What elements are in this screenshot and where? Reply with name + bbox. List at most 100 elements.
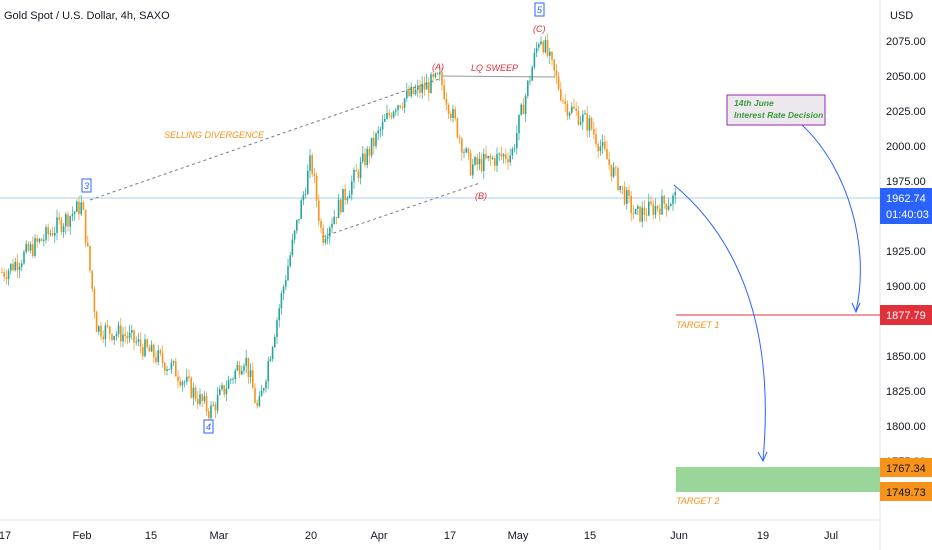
candle-body <box>23 252 25 264</box>
candle-body <box>608 159 610 165</box>
candle-body <box>474 157 476 165</box>
candle-body <box>595 134 597 145</box>
candle-body <box>214 404 217 411</box>
candle-body <box>212 404 214 406</box>
price-tick-label: 1900.00 <box>886 281 926 293</box>
candle-body <box>278 308 280 321</box>
divergence-upper-line <box>89 77 443 201</box>
candle-body <box>258 396 261 406</box>
candle-body <box>183 381 186 383</box>
candle-body <box>159 350 162 354</box>
candle-body <box>377 130 379 134</box>
rate-decision-note-box[interactable] <box>726 94 826 126</box>
candle-body <box>485 153 487 159</box>
candle-body <box>615 167 617 169</box>
candle-body <box>577 110 580 125</box>
candle-body <box>650 201 652 205</box>
candle-body <box>566 103 569 116</box>
candle-body <box>87 242 89 246</box>
candle-body <box>390 115 393 118</box>
candle-body <box>285 280 287 287</box>
candle-body <box>95 311 98 332</box>
candle-body <box>597 144 599 152</box>
target2-zone[interactable] <box>676 467 880 492</box>
currency-label: USD <box>890 10 913 22</box>
candle-body <box>254 388 256 403</box>
candle-body <box>302 194 305 201</box>
candle-body <box>80 202 82 215</box>
candle-body <box>351 181 353 195</box>
price-tick-label: 2050.00 <box>886 71 926 83</box>
lq-sweep-line <box>441 75 556 78</box>
candle-body <box>111 333 113 340</box>
price-axis[interactable]: 2075.002050.002025.002000.001975.001950.… <box>886 36 926 468</box>
lq-sweep-label: LQ SWEEP <box>471 63 518 73</box>
candle-body <box>355 169 357 172</box>
candle-body <box>139 339 142 348</box>
candle-body <box>320 221 322 229</box>
projection-arrow-head <box>757 451 768 463</box>
candle-body <box>296 219 298 231</box>
candle-body <box>661 195 663 215</box>
candle-body <box>645 214 648 216</box>
candle-body <box>307 170 309 195</box>
candle-body <box>45 227 47 240</box>
candle-body <box>117 325 120 335</box>
candle-body <box>502 154 505 157</box>
candle-series[interactable] <box>1 34 676 425</box>
projection-arrow-path <box>673 184 766 461</box>
candle-body <box>73 211 76 215</box>
candle-body <box>643 207 646 215</box>
candle-body <box>186 376 188 382</box>
candle-body <box>472 164 474 176</box>
candle-body <box>447 104 450 114</box>
candle-body <box>392 111 395 118</box>
candle-body <box>326 236 329 239</box>
candle-body <box>256 402 258 406</box>
candle-body <box>340 199 342 213</box>
candle-body <box>388 112 390 116</box>
candle-body <box>432 74 434 78</box>
candle-body <box>619 185 621 191</box>
target2-top-price-value: 1767.34 <box>886 463 926 475</box>
candle-body <box>93 288 96 312</box>
candle-body <box>489 155 492 159</box>
rate-decision-note-line1: 14th June <box>734 98 774 108</box>
candle-body <box>425 82 428 90</box>
selling-divergence-label: SELLING DIVERGENCE <box>164 130 265 140</box>
time-tick-label: 17 <box>0 530 11 542</box>
candle-body <box>230 379 232 381</box>
candle-body <box>104 325 107 340</box>
candle-body <box>236 365 239 371</box>
candle-body <box>280 293 283 309</box>
candle-body <box>188 376 190 379</box>
candle-body <box>76 201 78 212</box>
candle-body <box>131 330 133 333</box>
candle-body <box>467 148 470 154</box>
candle-body <box>43 239 45 241</box>
candle-body <box>617 168 619 191</box>
time-tick-label: 20 <box>305 530 317 542</box>
candle-body <box>562 100 564 102</box>
candle-body <box>362 153 364 162</box>
candle-body <box>571 106 573 113</box>
candle-body <box>641 207 643 222</box>
candle-body <box>142 347 144 357</box>
time-axis[interactable]: 17 Feb 15 Mar 20 Apr 17 May 15 Jun 19 Jul <box>0 530 838 542</box>
candle-body <box>410 86 412 97</box>
candle-body <box>549 51 551 56</box>
candle-body <box>610 164 613 177</box>
candle-body <box>428 82 430 93</box>
candle-body <box>430 74 432 93</box>
candle-body <box>21 263 23 267</box>
candle-body <box>498 153 500 155</box>
candle-body <box>353 169 355 182</box>
candle-body <box>568 112 571 116</box>
rate-decision-arrow-path <box>801 124 861 312</box>
candle-body <box>58 217 60 220</box>
candle-body <box>542 41 544 53</box>
candle-body <box>133 330 135 343</box>
candle-body <box>201 394 203 401</box>
candle-body <box>604 141 606 149</box>
